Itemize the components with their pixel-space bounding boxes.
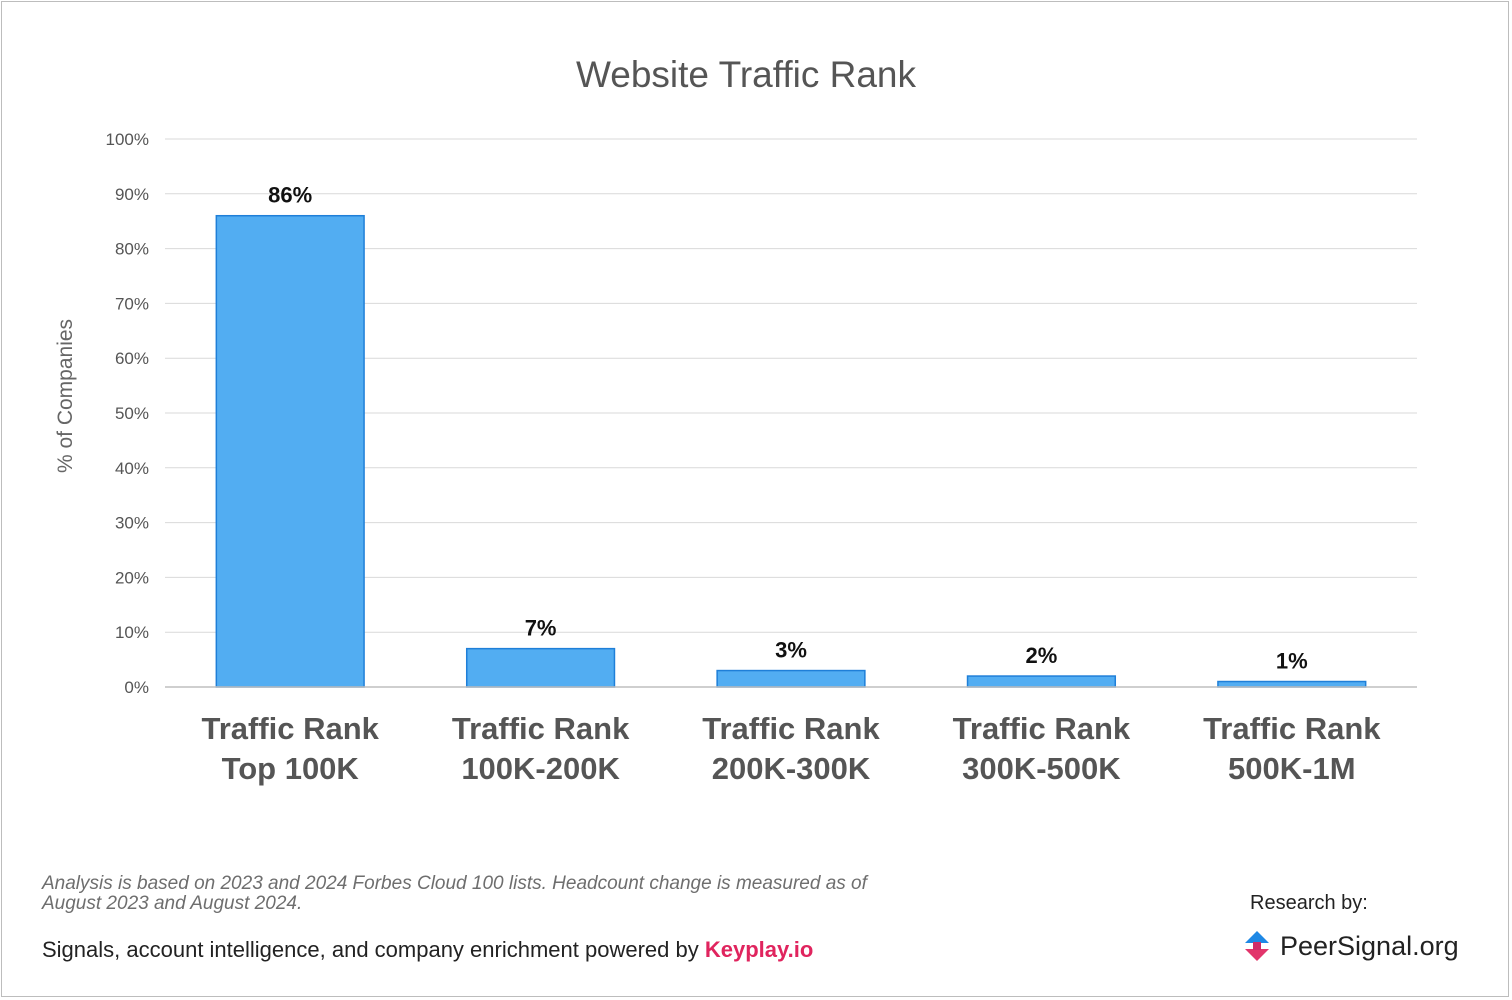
y-tick-label: 100% — [106, 130, 149, 149]
y-tick-label: 90% — [115, 185, 149, 204]
data-label: 1% — [1276, 649, 1308, 674]
x-tick-label: 500K-1M — [1228, 751, 1356, 786]
data-label: 2% — [1026, 643, 1058, 668]
peersignal-logo-icon — [1245, 931, 1269, 961]
x-tick-label: 200K-300K — [712, 751, 871, 786]
bar — [465, 647, 616, 688]
bar — [1217, 680, 1367, 688]
bar — [215, 214, 365, 688]
bar — [716, 669, 866, 688]
y-tick-label: 70% — [115, 294, 149, 313]
keyplay-link[interactable]: Keyplay.io — [704, 937, 814, 962]
y-tick-label: 80% — [115, 240, 149, 259]
x-tick-label: Traffic Rank — [953, 711, 1131, 746]
peersignal-logo-text: PeerSignal.org — [1280, 930, 1459, 961]
y-tick-label: 10% — [115, 623, 149, 642]
x-tick-label: Traffic Rank — [1203, 711, 1381, 746]
y-tick-label: 60% — [115, 349, 149, 368]
x-tick-label: 300K-500K — [962, 751, 1121, 786]
bar — [966, 675, 1117, 688]
y-tick-label: 50% — [115, 404, 149, 423]
data-label: 7% — [525, 616, 557, 641]
x-tick-label: Traffic Rank — [702, 711, 880, 746]
peersignal-logo[interactable]: PeerSignal.org — [1242, 930, 1459, 962]
research-by-label: Research by: — [1250, 892, 1368, 914]
y-tick-label: 20% — [115, 568, 149, 587]
chart-title: Website Traffic Rank — [576, 54, 916, 95]
data-label: 86% — [268, 183, 312, 208]
x-tick-label: Traffic Rank — [452, 711, 630, 746]
data-label: 3% — [775, 638, 807, 663]
powered-by-text: Signals, account intelligence, and compa… — [42, 937, 705, 962]
x-tick-label: Traffic Rank — [201, 711, 379, 746]
y-axis-label: % of Companies — [54, 319, 77, 473]
x-tick-label: Top 100K — [222, 751, 360, 786]
powered-by-line: Signals, account intelligence, and compa… — [42, 937, 813, 963]
y-tick-label: 30% — [115, 514, 149, 533]
x-tick-label: 100K-200K — [461, 751, 620, 786]
analysis-footnote: Analysis is based on 2023 and 2024 Forbe… — [42, 873, 867, 914]
y-tick-label: 0% — [124, 678, 149, 697]
y-tick-label: 40% — [115, 459, 149, 478]
